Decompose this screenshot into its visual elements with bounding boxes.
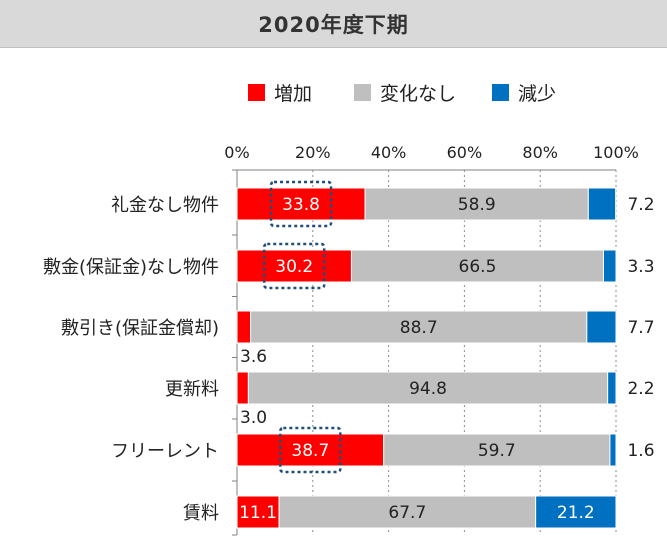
category-label-1: 敷金(保証金)なし物件 bbox=[43, 257, 219, 278]
bar-segment-0-0 bbox=[236, 187, 366, 221]
data-label-4-2: 1.6 bbox=[627, 441, 654, 461]
data-label-1-0: 30.2 bbox=[275, 257, 313, 277]
bar-segment-2-1 bbox=[250, 310, 588, 344]
data-label-3-2: 2.2 bbox=[627, 379, 654, 399]
category-label-5: 賃料 bbox=[183, 503, 219, 524]
data-label-1-1: 66.5 bbox=[459, 257, 497, 277]
data-label-1-2: 3.3 bbox=[627, 257, 654, 277]
bar-segment-4-2 bbox=[609, 433, 617, 467]
data-label-0-1: 58.9 bbox=[458, 195, 496, 215]
bar-segment-5-2 bbox=[535, 495, 617, 529]
bar-segment-2-0 bbox=[236, 310, 252, 344]
bar-segment-5-1 bbox=[278, 495, 537, 529]
legend-label-1: 変化なし bbox=[380, 83, 456, 105]
bar-segment-0-1 bbox=[364, 187, 589, 221]
highlight-box-0 bbox=[269, 180, 333, 228]
data-label-4-1: 59.7 bbox=[478, 441, 516, 461]
bar-segment-1-0 bbox=[236, 249, 352, 283]
data-label-0-2: 7.2 bbox=[627, 195, 654, 215]
legend-swatch-2 bbox=[492, 84, 509, 101]
data-label-3-0: 3.0 bbox=[240, 408, 267, 428]
chart-header-title: 2020年度下期 bbox=[258, 12, 409, 37]
x-tick-label-5: 100% bbox=[593, 143, 639, 162]
bar-segment-1-2 bbox=[602, 249, 617, 283]
data-label-5-1: 67.7 bbox=[388, 503, 426, 523]
chart-header: 2020年度下期 bbox=[0, 0, 667, 48]
legend-label-0: 増加 bbox=[274, 83, 312, 105]
legend-swatch-0 bbox=[248, 84, 265, 101]
x-tick-label-2: 40% bbox=[371, 143, 407, 162]
highlight-box-1 bbox=[262, 242, 326, 290]
bar-segment-1-1 bbox=[350, 249, 604, 283]
category-label-4: フリーレント bbox=[111, 441, 219, 462]
x-tick-label-3: 60% bbox=[447, 143, 483, 162]
data-label-2-0: 3.6 bbox=[240, 347, 267, 367]
category-label-3: 更新料 bbox=[165, 379, 219, 400]
x-tick-label-1: 20% bbox=[295, 143, 331, 162]
legend-label-2: 減少 bbox=[518, 83, 556, 105]
data-label-2-2: 7.7 bbox=[627, 318, 654, 338]
bar-segment-0-2 bbox=[587, 187, 617, 221]
bar-segment-3-1 bbox=[247, 371, 609, 405]
category-label-2: 敷引き(保証金償却) bbox=[61, 318, 219, 339]
data-label-2-1: 88.7 bbox=[400, 318, 438, 338]
x-tick-label-4: 80% bbox=[522, 143, 558, 162]
bar-segment-5-0 bbox=[236, 495, 280, 529]
data-label-0-0: 33.8 bbox=[282, 195, 320, 215]
data-label-4-0: 38.7 bbox=[291, 441, 329, 461]
data-label-5-0: 11.1 bbox=[239, 503, 277, 523]
data-label-5-2: 21.2 bbox=[557, 503, 595, 523]
category-label-0: 礼金なし物件 bbox=[111, 195, 219, 216]
legend-swatch-1 bbox=[354, 84, 371, 101]
bar-segment-3-0 bbox=[236, 371, 249, 405]
data-label-3-1: 94.8 bbox=[409, 379, 447, 399]
x-tick-label-0: 0% bbox=[224, 143, 249, 162]
highlight-box-4 bbox=[279, 426, 342, 474]
bar-segment-3-2 bbox=[607, 371, 617, 405]
bar-segment-4-0 bbox=[236, 433, 385, 467]
bar-segment-2-2 bbox=[586, 310, 617, 344]
